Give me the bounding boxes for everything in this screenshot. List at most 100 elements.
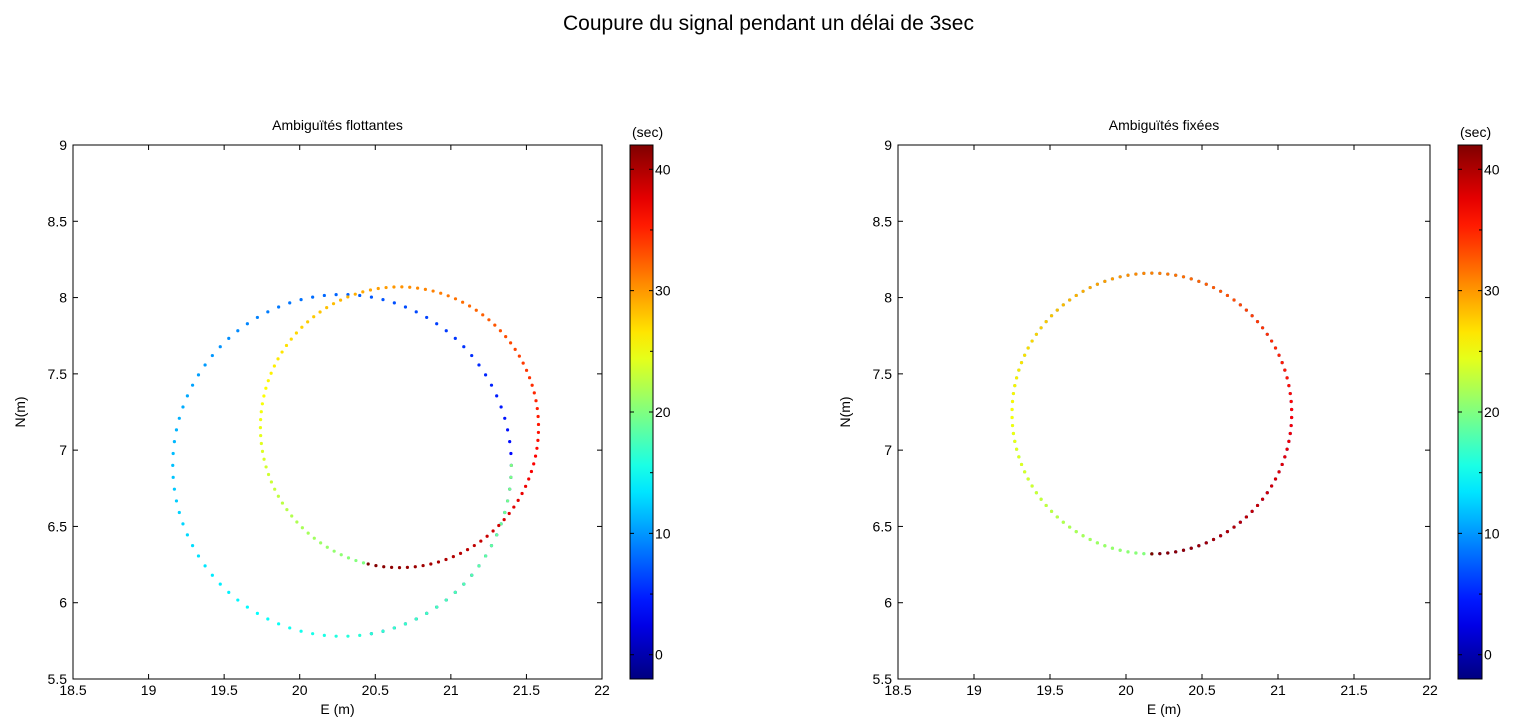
data-point-0-167 bbox=[439, 291, 443, 295]
x-tick-label-1-5: 21 bbox=[1270, 682, 1286, 698]
data-point-0-82 bbox=[277, 622, 281, 626]
data-point-1-125 bbox=[1049, 509, 1054, 513]
data-point-0-197 bbox=[524, 484, 528, 488]
data-point-0-202 bbox=[502, 518, 506, 522]
data-point-0-220 bbox=[374, 563, 378, 568]
data-point-1-183 bbox=[1265, 332, 1269, 336]
data-point-0-199 bbox=[516, 498, 520, 502]
data-point-0-217 bbox=[397, 566, 402, 570]
data-point-0-187 bbox=[535, 406, 539, 411]
data-point-1-157 bbox=[1081, 289, 1085, 293]
data-point-0-184 bbox=[530, 383, 534, 387]
x-tick-label-1-7: 22 bbox=[1422, 682, 1438, 698]
data-point-0-77 bbox=[227, 590, 231, 594]
colorbar-tick-label-1-2: 20 bbox=[1484, 404, 1500, 420]
data-point-0-126 bbox=[273, 487, 277, 491]
colorbar-tick-label-1-4: 40 bbox=[1484, 161, 1500, 177]
data-point-0-85 bbox=[311, 632, 315, 636]
colorbar-tick-label-0-0: 0 bbox=[655, 647, 663, 663]
y-tick-label-1-1: 6 bbox=[884, 595, 892, 611]
y-tick-label-0-6: 8.5 bbox=[48, 213, 68, 229]
y-axis-label-1: N(m) bbox=[837, 396, 853, 427]
data-point-0-174 bbox=[487, 318, 491, 322]
data-point-0-78 bbox=[236, 598, 240, 602]
data-point-1-128 bbox=[1034, 491, 1039, 495]
data-point-0-99 bbox=[462, 582, 466, 586]
data-point-1-192 bbox=[1289, 399, 1293, 404]
data-point-0-66 bbox=[171, 475, 175, 479]
data-point-0-62 bbox=[174, 428, 179, 432]
data-point-0-125 bbox=[276, 494, 280, 498]
data-point-0-109 bbox=[509, 475, 513, 479]
data-point-1-133 bbox=[1017, 455, 1021, 459]
data-point-1-146 bbox=[1023, 353, 1027, 357]
data-point-0-113 bbox=[346, 556, 351, 560]
data-point-0-123 bbox=[285, 508, 289, 512]
data-point-1-200 bbox=[1280, 462, 1284, 467]
data-point-0-183 bbox=[527, 376, 532, 380]
data-point-0-83 bbox=[288, 626, 292, 630]
data-point-0-176 bbox=[498, 329, 503, 333]
data-point-0-185 bbox=[532, 391, 536, 395]
data-point-0-80 bbox=[255, 611, 259, 615]
data-point-1-205 bbox=[1260, 497, 1265, 501]
data-point-0-106 bbox=[503, 510, 507, 515]
data-point-1-185 bbox=[1273, 346, 1278, 350]
data-point-0-43 bbox=[334, 293, 338, 297]
data-point-1-187 bbox=[1280, 360, 1284, 365]
data-point-1-162 bbox=[1118, 275, 1122, 279]
data-point-1-170 bbox=[1181, 275, 1186, 279]
data-point-1-164 bbox=[1134, 272, 1138, 276]
y-tick-label-1-5: 8 bbox=[884, 290, 892, 306]
data-point-1-140 bbox=[1010, 399, 1015, 404]
y-tick-label-1-7: 9 bbox=[884, 137, 892, 153]
data-point-0-53 bbox=[227, 336, 231, 341]
data-point-0-86 bbox=[322, 633, 326, 637]
data-point-0-141 bbox=[269, 371, 273, 375]
data-point-0-105 bbox=[499, 522, 503, 526]
data-point-1-191 bbox=[1288, 391, 1292, 396]
data-point-0-56 bbox=[203, 363, 207, 367]
data-point-0-137 bbox=[260, 402, 264, 406]
data-point-1-117 bbox=[1103, 544, 1107, 548]
data-point-0-188 bbox=[536, 414, 540, 419]
data-point-0-42 bbox=[346, 293, 350, 297]
data-point-0-34 bbox=[435, 322, 439, 326]
x-axis-label-1: E (m) bbox=[1147, 701, 1181, 717]
data-point-0-214 bbox=[421, 563, 425, 568]
data-point-0-101 bbox=[477, 564, 481, 568]
data-point-1-144 bbox=[1017, 368, 1021, 372]
data-point-0-159 bbox=[376, 286, 380, 291]
data-point-0-181 bbox=[521, 361, 525, 365]
x-tick-label-1-2: 19.5 bbox=[1036, 682, 1063, 698]
data-point-0-61 bbox=[177, 416, 181, 420]
data-point-0-152 bbox=[325, 306, 329, 310]
data-point-1-182 bbox=[1260, 326, 1265, 330]
data-point-1-199 bbox=[1283, 455, 1287, 459]
data-point-1-147 bbox=[1026, 346, 1030, 350]
data-point-0-59 bbox=[185, 394, 189, 398]
x-tick-label-0-3: 20 bbox=[292, 682, 308, 698]
data-point-1-202 bbox=[1273, 477, 1278, 481]
data-point-0-160 bbox=[384, 285, 388, 290]
data-point-1-119 bbox=[1088, 537, 1092, 542]
data-point-1-130 bbox=[1026, 477, 1030, 481]
colorbar-tick-label-1-0: 0 bbox=[1484, 647, 1492, 663]
data-point-1-127 bbox=[1039, 497, 1043, 501]
x-tick-label-1-4: 20.5 bbox=[1188, 682, 1215, 698]
y-tick-label-0-4: 7.5 bbox=[48, 366, 68, 382]
figure-title: Coupure du signal pendant un délai de 3s… bbox=[563, 12, 974, 35]
data-point-1-155 bbox=[1068, 298, 1072, 302]
data-point-0-143 bbox=[276, 357, 280, 361]
data-point-0-124 bbox=[280, 501, 285, 505]
data-point-1-118 bbox=[1095, 541, 1100, 545]
data-point-0-92 bbox=[392, 626, 396, 630]
data-point-1-163 bbox=[1126, 273, 1130, 277]
data-point-0-60 bbox=[181, 405, 185, 409]
data-point-1-193 bbox=[1290, 407, 1294, 412]
data-point-1-135 bbox=[1013, 439, 1017, 444]
data-point-0-104 bbox=[495, 533, 499, 537]
x-tick-label-0-6: 21.5 bbox=[513, 682, 540, 698]
colorbar-tick-label-0-2: 20 bbox=[655, 404, 671, 420]
data-point-1-116 bbox=[1110, 546, 1115, 550]
